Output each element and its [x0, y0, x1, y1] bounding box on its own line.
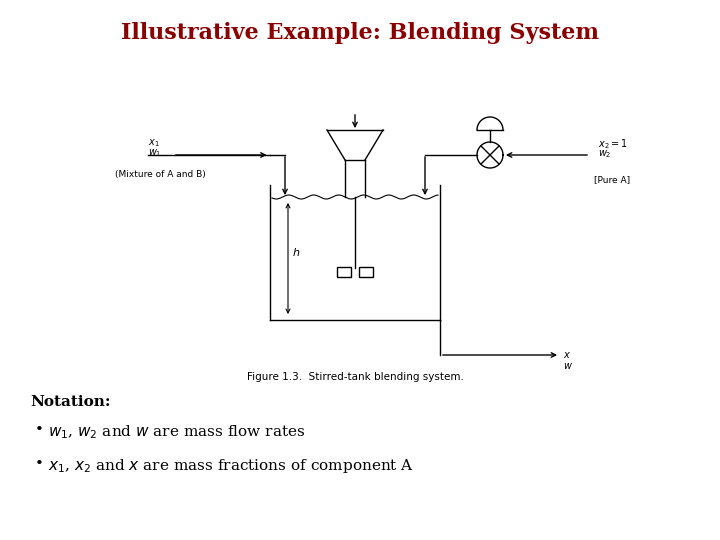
Text: $w_1$, $w_2$ and $w$ are mass flow rates: $w_1$, $w_2$ and $w$ are mass flow rates: [48, 423, 305, 441]
Text: Notation:: Notation:: [30, 395, 110, 409]
Text: $w_2$: $w_2$: [598, 148, 611, 160]
Text: $x_1$, $x_2$ and $x$ are mass fractions of component A: $x_1$, $x_2$ and $x$ are mass fractions …: [48, 457, 414, 475]
Text: •: •: [35, 423, 44, 437]
Text: Illustrative Example: Blending System: Illustrative Example: Blending System: [121, 22, 599, 44]
Bar: [337, 267, 351, 277]
Text: $w_1$: $w_1$: [148, 147, 161, 159]
Text: •: •: [35, 457, 44, 471]
Text: $x_2 = 1$: $x_2 = 1$: [598, 137, 628, 151]
Bar: [359, 267, 373, 277]
Text: $x_1$: $x_1$: [148, 137, 160, 149]
Text: x: x: [563, 350, 569, 360]
Text: [Pure A]: [Pure A]: [594, 175, 630, 184]
Text: h: h: [293, 248, 300, 259]
Text: (Mixture of A and B): (Mixture of A and B): [115, 170, 206, 179]
Text: Figure 1.3.  Stirred-tank blending system.: Figure 1.3. Stirred-tank blending system…: [246, 372, 464, 382]
Text: w: w: [563, 361, 571, 371]
